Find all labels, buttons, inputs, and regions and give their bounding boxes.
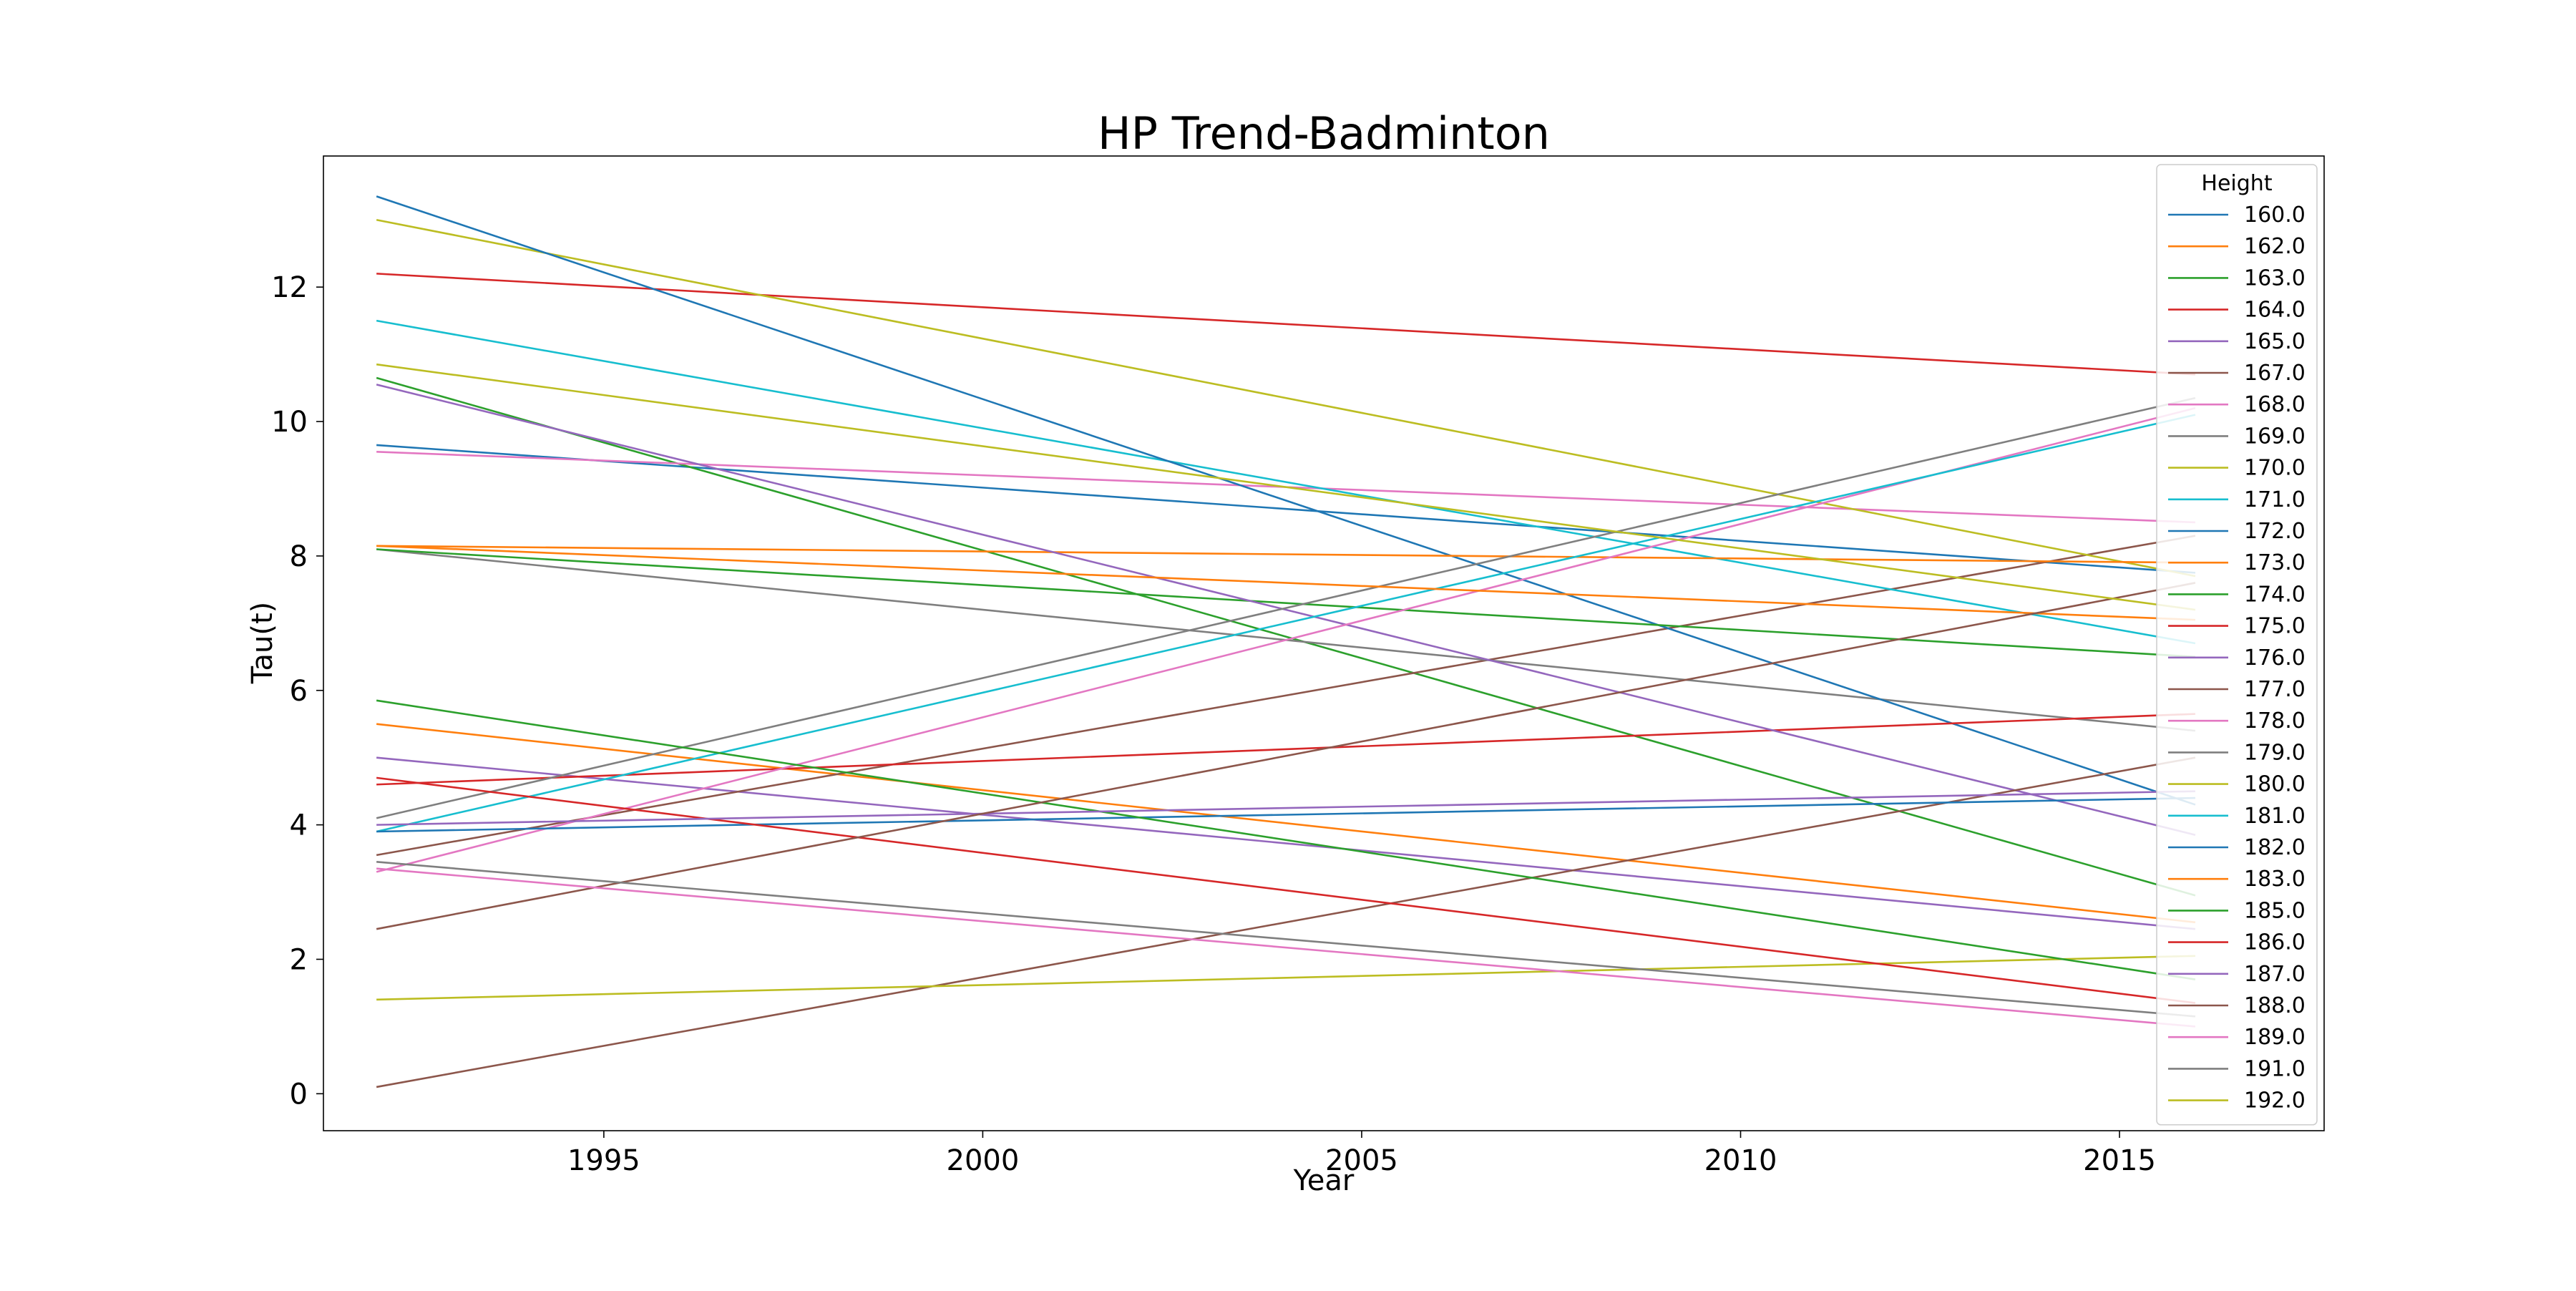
y-tick-label: 12 bbox=[271, 271, 308, 304]
legend-label: 167.0 bbox=[2244, 361, 2306, 386]
x-tick-label: 2000 bbox=[947, 1144, 1020, 1177]
legend-label: 174.0 bbox=[2244, 582, 2306, 607]
series-line-177-0 bbox=[376, 756, 2196, 1088]
series-line-183-0 bbox=[376, 545, 2196, 621]
legend: Height 160.0 162.0 163.0 164.0 165.0 167.0 168.… bbox=[2156, 164, 2318, 1126]
series-line-174-0 bbox=[376, 548, 2196, 658]
series-line-181-0 bbox=[376, 414, 2196, 833]
series-line-164-0 bbox=[376, 273, 2196, 376]
series-line-178-0 bbox=[376, 406, 2196, 873]
legend-label: 179.0 bbox=[2244, 740, 2306, 765]
x-tick-label: 2015 bbox=[2083, 1144, 2156, 1177]
plot-area bbox=[376, 195, 2196, 1088]
legend-label: 180.0 bbox=[2244, 772, 2306, 797]
legend-label: 160.0 bbox=[2244, 203, 2306, 228]
y-tick-label: 8 bbox=[290, 540, 308, 573]
y-tick-label: 10 bbox=[271, 406, 308, 439]
legend-label: 185.0 bbox=[2244, 898, 2306, 923]
series-line-186-0 bbox=[376, 776, 2196, 1004]
y-axis-label: Tau(t) bbox=[246, 602, 279, 685]
legend-label: 183.0 bbox=[2244, 867, 2306, 892]
legend-label: 176.0 bbox=[2244, 646, 2306, 671]
series-line-175-0 bbox=[376, 713, 2196, 786]
series-line-182-0 bbox=[376, 796, 2195, 833]
series-line-180-0 bbox=[376, 955, 2195, 1001]
y-tick-label: 6 bbox=[290, 675, 308, 708]
legend-label: 191.0 bbox=[2244, 1056, 2306, 1081]
legend-label: 186.0 bbox=[2244, 930, 2306, 955]
series-line-192-0 bbox=[376, 363, 2196, 611]
y-tick-label: 0 bbox=[290, 1078, 308, 1111]
legend-label: 188.0 bbox=[2244, 993, 2306, 1018]
series-line-187-0 bbox=[376, 790, 2195, 826]
series-line-170-0 bbox=[376, 218, 2196, 578]
x-tick-label: 2005 bbox=[1325, 1144, 1398, 1177]
legend-label: 169.0 bbox=[2244, 424, 2306, 449]
series-line-173-0 bbox=[376, 545, 2195, 564]
y-tick-label: 4 bbox=[290, 809, 308, 842]
series-line-165-0 bbox=[376, 756, 2196, 930]
legend-label: 168.0 bbox=[2244, 392, 2306, 417]
legend-label: 177.0 bbox=[2244, 677, 2306, 702]
legend-label: 181.0 bbox=[2244, 804, 2306, 829]
series-line-162-0 bbox=[376, 723, 2196, 924]
x-tick-label: 1995 bbox=[567, 1144, 640, 1177]
legend-label: 162.0 bbox=[2244, 234, 2306, 259]
legend-label: 175.0 bbox=[2244, 614, 2306, 639]
legend-label: 165.0 bbox=[2244, 329, 2306, 354]
legend-label: 172.0 bbox=[2244, 519, 2306, 544]
y-tick-label: 2 bbox=[290, 943, 308, 976]
series-line-179-0 bbox=[376, 396, 2196, 819]
axes: 1995 2000 2005 2010 2015 0 2 4 6 8 10 12 bbox=[271, 155, 2325, 1177]
x-axis-label: Year bbox=[1293, 1164, 1355, 1197]
series-line-160-0 bbox=[376, 444, 2196, 574]
series-line-185-0 bbox=[376, 699, 2196, 980]
legend-label: 164.0 bbox=[2244, 298, 2306, 323]
legend-label: 170.0 bbox=[2244, 456, 2306, 481]
legend-label: 178.0 bbox=[2244, 708, 2306, 734]
legend-label: 173.0 bbox=[2244, 550, 2306, 575]
series-line-191-0 bbox=[376, 860, 2196, 1018]
legend-label: 187.0 bbox=[2244, 962, 2306, 987]
series-line-176-0 bbox=[376, 384, 2196, 836]
legend-label: 163.0 bbox=[2244, 265, 2306, 291]
legend-label: 171.0 bbox=[2244, 487, 2306, 512]
series-line-172-0 bbox=[376, 195, 2196, 806]
series-line-163-0 bbox=[376, 376, 2196, 897]
chart-title: HP Trend-Badminton bbox=[1098, 107, 1550, 160]
legend-label: 189.0 bbox=[2244, 1025, 2306, 1050]
x-tick-label: 2010 bbox=[1704, 1144, 1777, 1177]
legend-label: 182.0 bbox=[2244, 835, 2306, 860]
series-line-189-0 bbox=[376, 867, 2196, 1028]
series-line-188-0 bbox=[376, 582, 2196, 930]
legend-title: Height bbox=[2201, 171, 2272, 196]
plot-frame bbox=[323, 155, 2325, 1131]
legend-label: 192.0 bbox=[2244, 1088, 2306, 1114]
series-line-171-0 bbox=[376, 319, 2196, 645]
